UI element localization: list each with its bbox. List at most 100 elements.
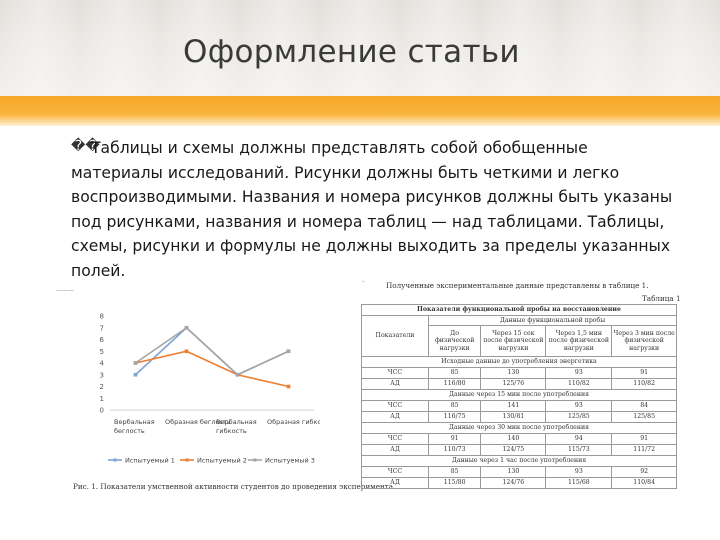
table-section-title: Данные через 1 час после употребления	[361, 455, 677, 467]
table-cell: АД	[361, 444, 429, 456]
table-cell: 110/73	[427, 444, 482, 456]
data-point	[286, 384, 291, 389]
y-tick-label: 1	[100, 395, 104, 403]
data-point	[235, 372, 240, 377]
table-cell: ЧСС	[361, 367, 429, 379]
table-cell: 130	[480, 367, 547, 379]
table-cell: 111/72	[611, 444, 677, 456]
slide-title: Оформление статьи	[183, 34, 520, 70]
body-paragraph: Таблицы и схемы должны представлять собо…	[71, 136, 683, 284]
table-col-head: Через 1,5 мин после физической нагрузки	[545, 325, 613, 357]
table-cell: 91	[611, 433, 677, 445]
table-row: АД 110/73 124/75 115/73 111/72	[361, 444, 677, 456]
data-point	[184, 325, 189, 330]
data-point	[184, 349, 189, 354]
table-cell: 92	[611, 466, 677, 478]
table-cell: 110/82	[545, 378, 613, 390]
table-cell: 130	[480, 466, 547, 478]
table-row: ЧСС 91 140 94 91	[361, 433, 677, 445]
table-cell: 116/80	[427, 378, 482, 390]
x-category-label: Образная гибкость	[267, 418, 320, 426]
data-point	[133, 361, 138, 365]
table-col-head: До физической нагрузки	[427, 325, 482, 357]
table-row: АД 116/80 125/76 110/82 110/82	[361, 378, 677, 390]
table-row: ЧСС 85 130 93 92	[361, 466, 677, 478]
table-cell: 93	[545, 400, 613, 412]
accent-fade	[0, 96, 720, 130]
table-cell: 115/68	[545, 477, 613, 489]
x-category-label: Вербальная	[216, 418, 257, 426]
table-cell: 85	[427, 400, 482, 412]
table-row: АД 115/80 124/76 115/68 110/84	[361, 477, 677, 489]
series-line-3	[135, 326, 289, 376]
x-category-label: гибкость	[216, 427, 247, 435]
table-cell: 110/84	[611, 477, 677, 489]
table-cell: АД	[361, 477, 429, 489]
table-cell: 141	[480, 400, 547, 412]
table-section-title: Данные через 30 мин после употребления	[361, 422, 677, 434]
table-cell: 85	[427, 466, 482, 478]
figure-caption: Рис. 1. Показатели умственной активности…	[73, 482, 394, 491]
table-cell: 125/76	[480, 378, 547, 390]
slide-header: Оформление статьи	[0, 0, 720, 96]
legend-marker	[253, 458, 257, 462]
legend-label: Испытуемый 3	[265, 456, 315, 464]
table-cell: 85	[427, 367, 482, 379]
y-tick-label: 0	[100, 407, 104, 415]
table-cell: АД	[361, 378, 429, 390]
table-cell: ЧСС	[361, 466, 429, 478]
x-category-label: беглость	[114, 427, 145, 435]
table-intro: Полученные экспериментальные данные пред…	[386, 281, 649, 290]
table-cell: 116/75	[427, 411, 482, 423]
y-tick-label: 8	[100, 313, 104, 321]
y-tick-label: 4	[100, 360, 105, 368]
table-section-title: Исходные данные до употребления энергети…	[361, 356, 677, 368]
paragraph-text: Таблицы и схемы должны представлять собо…	[71, 139, 673, 280]
table-cell: 125/85	[611, 411, 677, 423]
table-row: ЧСС 85 141 93 84	[361, 400, 677, 412]
legend-label: Испытуемый 2	[197, 456, 247, 464]
table-number: Таблица 1	[642, 294, 681, 303]
table-cell: 115/73	[545, 444, 613, 456]
table-cell: 124/76	[480, 477, 547, 489]
table-cell: 140	[480, 433, 547, 445]
y-tick-label: 2	[100, 383, 104, 391]
x-category-label: Вербальная	[114, 418, 155, 426]
table-cell: ЧСС	[361, 400, 429, 412]
series-line-2	[135, 350, 289, 388]
table-cell: 93	[545, 367, 613, 379]
table-row: ЧСС 85 130 93 91	[361, 367, 677, 379]
table-cell: 84	[611, 400, 677, 412]
bullet-glyph: ��	[71, 138, 100, 154]
data-point	[133, 372, 138, 377]
y-tick-label: 7	[100, 324, 104, 332]
table-col-group: Данные функциональной пробы	[428, 315, 677, 326]
y-tick-label: 6	[100, 336, 105, 344]
data-point	[286, 349, 291, 354]
table-col-head: Через 3 мин после физической нагрузки	[611, 325, 677, 357]
table-cell: 125/85	[545, 411, 613, 423]
table-col-label: Показатели	[361, 315, 429, 357]
legend-marker	[185, 458, 189, 462]
table-cell: АД	[361, 411, 429, 423]
table-cell: 130/81	[480, 411, 547, 423]
table-col-head: Через 15 сек после физической нагрузки	[480, 325, 547, 357]
table-cell: 91	[611, 367, 677, 379]
y-tick-label: 5	[100, 348, 104, 356]
figure-marker: ———	[56, 287, 74, 294]
data-table: Показатели функциональной пробы на восст…	[361, 304, 677, 489]
table-cell: 93	[545, 466, 613, 478]
table-cell: 91	[427, 433, 482, 445]
table-title: Показатели функциональной пробы на восст…	[361, 304, 677, 316]
legend-label: Испытуемый 1	[125, 456, 175, 464]
y-tick-label: 3	[100, 371, 104, 379]
table-marker: ·	[362, 278, 365, 286]
table-cell: 110/82	[611, 378, 677, 390]
table-section-title: Данные через 15 мин после употребления	[361, 389, 677, 401]
table-cell: ЧСС	[361, 433, 429, 445]
table-cell: 94	[545, 433, 613, 445]
table-row: АД 116/75 130/81 125/85 125/85	[361, 411, 677, 423]
table-cell: 124/75	[480, 444, 547, 456]
legend-marker	[113, 458, 117, 462]
